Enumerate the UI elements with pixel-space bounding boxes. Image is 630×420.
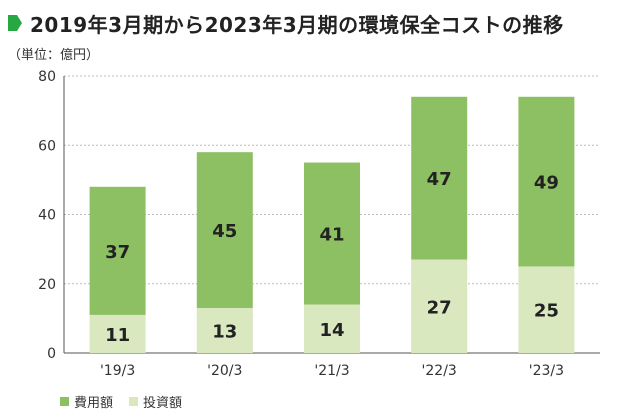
legend-label-investment: 投資額 xyxy=(143,396,183,411)
bar-investment-3 xyxy=(411,259,468,353)
data-label-investment-0: 11 xyxy=(105,325,130,346)
x-tick-label-3: '22/3 xyxy=(422,363,457,379)
title-marker-icon xyxy=(8,15,22,31)
chart-title: 2019年3月期から2023年3月期の環境保全コストの推移 xyxy=(30,12,564,37)
legend: 費用額 投資額 xyxy=(60,392,198,411)
legend-label-cost: 費用額 xyxy=(74,396,114,411)
bar-cost-3 xyxy=(411,96,468,260)
data-label-cost-3: 47 xyxy=(427,169,452,190)
legend-swatch-investment xyxy=(129,397,139,406)
y-tick-label-80: 80 xyxy=(38,69,56,85)
x-tick-label-2: '21/3 xyxy=(314,363,349,379)
y-tick-label-0: 0 xyxy=(47,346,56,362)
legend-item-investment: 投資額 xyxy=(129,392,182,411)
bar-investment-4 xyxy=(518,266,575,353)
data-label-cost-1: 45 xyxy=(212,221,237,242)
x-tick-label-4: '23/3 xyxy=(529,363,564,379)
x-tick-label-0: '19/3 xyxy=(100,363,135,379)
data-label-investment-3: 27 xyxy=(427,297,452,318)
legend-item-cost: 費用額 xyxy=(60,392,113,411)
data-label-investment-4: 25 xyxy=(534,301,559,322)
bar-cost-1 xyxy=(196,152,253,308)
legend-swatch-cost xyxy=(60,397,69,406)
unit-label: （単位：億円） xyxy=(8,48,100,63)
data-label-cost-4: 49 xyxy=(534,173,559,194)
title-row: 2019年3月期から2023年3月期の環境保全コストの推移 xyxy=(8,8,564,38)
data-label-cost-2: 41 xyxy=(319,225,344,246)
y-tick-label-60: 60 xyxy=(38,138,56,154)
data-label-investment-1: 13 xyxy=(212,321,237,342)
bar-investment-1 xyxy=(196,307,253,353)
bar-cost-4 xyxy=(518,96,575,267)
y-tick-label-40: 40 xyxy=(38,208,56,224)
data-label-cost-0: 37 xyxy=(105,242,130,263)
x-tick-label-1: '20/3 xyxy=(207,363,242,379)
bar-cost-2 xyxy=(304,162,360,305)
plot-area: 0 20 40 60 80 11 37 '19/3 13 45 '20/3 14 41 '21/3 27 47… xyxy=(38,69,600,379)
data-label-investment-2: 14 xyxy=(319,320,344,341)
y-tick-label-20: 20 xyxy=(38,277,56,293)
bar-investment-0 xyxy=(89,314,146,353)
bar-cost-0 xyxy=(89,186,146,315)
bar-investment-2 xyxy=(304,304,360,353)
